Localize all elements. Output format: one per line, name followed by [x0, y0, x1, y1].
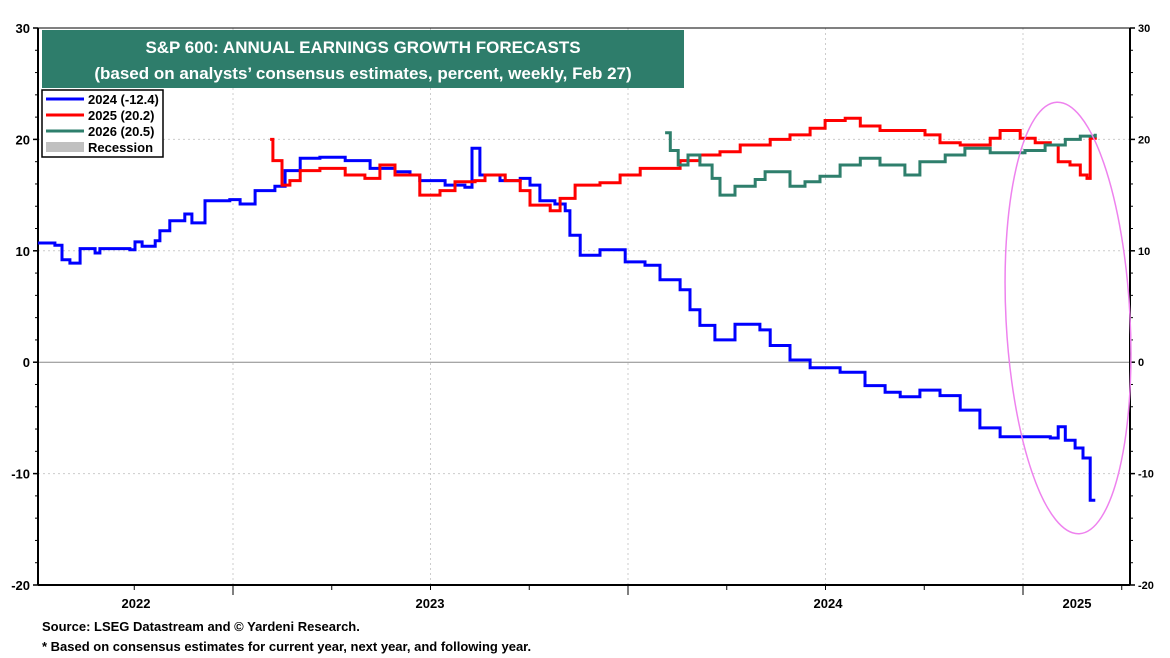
legend-label-2025: 2025 (20.2) [88, 108, 155, 123]
series-line-2025 [270, 116, 1097, 213]
y-tick-label-left: 30 [16, 21, 30, 36]
y-tick-label-right: 30 [1138, 23, 1150, 35]
y-tick-label-right: -10 [1138, 469, 1154, 481]
title-box: S&P 600: ANNUAL EARNINGS GROWTH FORECAST… [42, 30, 684, 88]
legend-label-recession: Recession [88, 140, 153, 155]
y-tick-label-right: 10 [1138, 246, 1150, 258]
axes: 30 30 20 20 10 10 0 0 -10 -10 -20 -20 2022 2023 2024 20… [11, 21, 1154, 611]
highlight-ellipse-annotation [1004, 101, 1132, 535]
x-tick-label: 2022 [122, 596, 151, 611]
y-tick-label-left: 0 [23, 355, 30, 370]
series-line-2024 [37, 146, 1096, 502]
x-tick-label: 2023 [416, 596, 445, 611]
x-tick-label: 2024 [814, 596, 844, 611]
x-tick-label: 2025 [1063, 596, 1092, 611]
y-tick-label-right: 20 [1138, 134, 1150, 146]
series-lines [37, 116, 1097, 502]
y-tick-label-left: 20 [16, 132, 30, 147]
chart-subtitle: (based on analysts’ consensus estimates,… [94, 64, 631, 83]
series-line-2026 [665, 131, 1097, 197]
legend-label-2024: 2024 (-12.4) [88, 92, 159, 107]
gridlines [38, 28, 1130, 585]
legend-swatch-recession [46, 142, 84, 152]
y-tick-label-left: -10 [11, 467, 30, 482]
y-tick-label-left: -20 [11, 578, 30, 593]
y-tick-label-right: -20 [1138, 580, 1154, 592]
y-tick-label-left: 10 [16, 244, 30, 259]
footnote: * Based on consensus estimates for curre… [42, 639, 531, 654]
legend: 2024 (-12.4) 2025 (20.2) 2026 (20.5) Rec… [41, 89, 164, 158]
legend-label-2026: 2026 (20.5) [88, 124, 155, 139]
source-note: Source: LSEG Datastream and © Yardeni Re… [42, 619, 360, 634]
y-tick-label-right: 0 [1138, 357, 1144, 369]
chart-title: S&P 600: ANNUAL EARNINGS GROWTH FORECAST… [145, 38, 580, 57]
